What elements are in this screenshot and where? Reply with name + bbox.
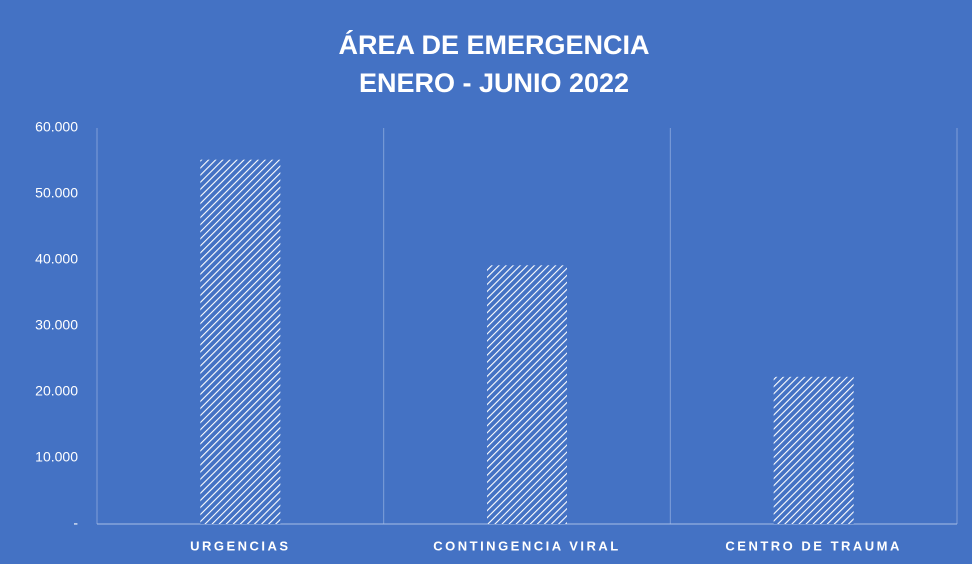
x-tick-label: CENTRO DE TRAUMA <box>725 538 902 553</box>
bar <box>773 376 854 524</box>
y-tick-label: 60.000 <box>35 119 78 135</box>
chart-subtitle: ENERO - JUNIO 2022 <box>359 68 629 98</box>
y-tick-label: 40.000 <box>35 251 78 267</box>
y-tick-label: 10.000 <box>35 449 78 465</box>
y-tick-label: 50.000 <box>35 185 78 201</box>
bar <box>200 159 281 524</box>
y-tick-label: 30.000 <box>35 317 78 333</box>
y-tick-label: - <box>73 515 78 531</box>
y-tick-label: 20.000 <box>35 383 78 399</box>
x-tick-label: URGENCIAS <box>190 538 291 553</box>
chart-title: ÁREA DE EMERGENCIA <box>338 29 649 60</box>
x-tick-label: CONTINGENCIA VIRAL <box>433 538 621 553</box>
bar <box>487 265 567 524</box>
